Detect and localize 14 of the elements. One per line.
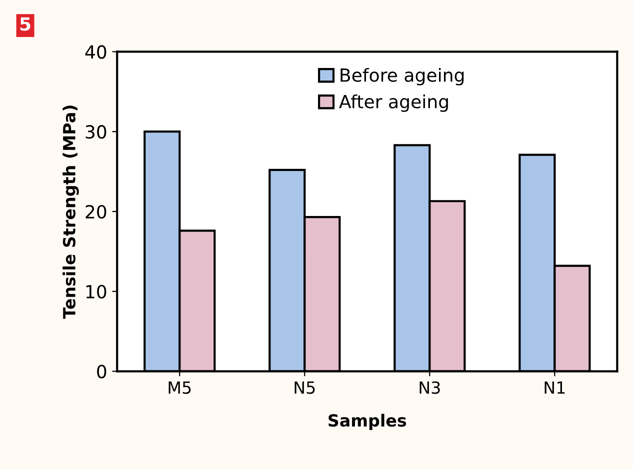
y-tick-label: 30 [86, 125, 106, 139]
y-tick-label: 0 [97, 364, 106, 378]
x-tick-label: N3 [420, 381, 440, 394]
x-tick-label: N1 [544, 382, 565, 394]
y-tick-label: 40 [85, 45, 106, 59]
x-axis-title: Samples [328, 414, 406, 430]
legend-label: After ageing [339, 94, 448, 112]
text: 5 [20, 17, 30, 31]
y-tick-label: 20 [86, 204, 106, 219]
legend-label: Before ageing [340, 68, 464, 86]
y-tick-label: 10 [86, 284, 106, 299]
x-tick-label: N5 [294, 382, 315, 394]
y-axis-title: Tensile Strength (MPa) [62, 106, 79, 319]
x-tick-label: M5 [168, 382, 191, 394]
